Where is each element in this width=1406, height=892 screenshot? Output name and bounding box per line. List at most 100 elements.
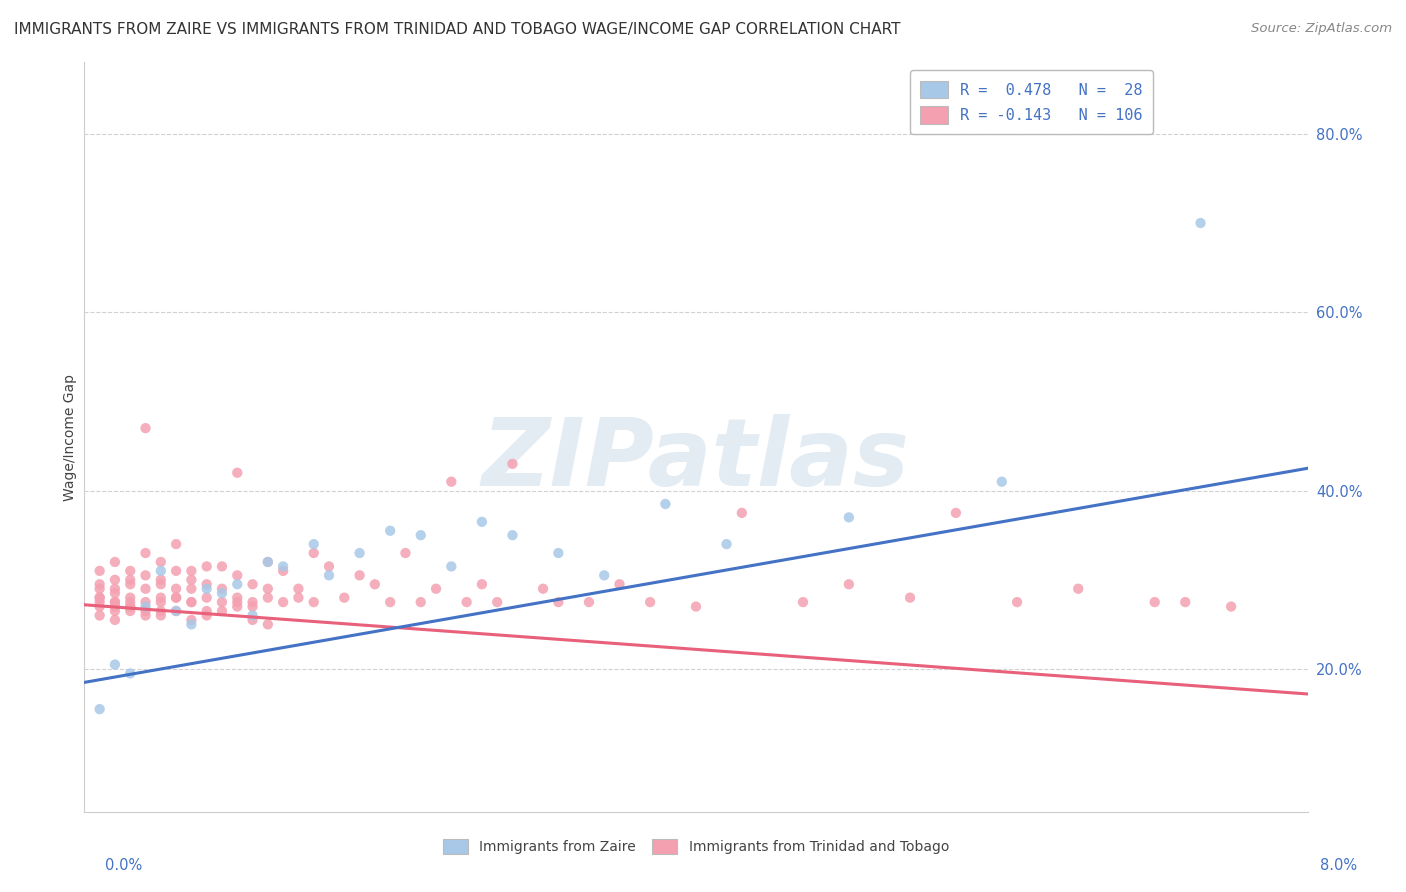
Point bbox=[380, 524, 402, 538]
Point bbox=[271, 559, 294, 574]
Point bbox=[195, 604, 218, 618]
Point bbox=[149, 577, 172, 591]
Point bbox=[1174, 595, 1197, 609]
Point bbox=[135, 568, 157, 582]
Point bbox=[89, 591, 111, 605]
Point bbox=[792, 595, 814, 609]
Point bbox=[242, 608, 264, 623]
Point bbox=[135, 599, 157, 614]
Point bbox=[180, 617, 202, 632]
Point bbox=[120, 604, 142, 618]
Point bbox=[120, 666, 142, 681]
Point bbox=[593, 568, 616, 582]
Point bbox=[226, 568, 249, 582]
Point bbox=[302, 546, 325, 560]
Point bbox=[135, 421, 157, 435]
Point bbox=[195, 608, 218, 623]
Point bbox=[149, 595, 172, 609]
Point bbox=[149, 573, 172, 587]
Point bbox=[211, 604, 233, 618]
Point bbox=[180, 595, 202, 609]
Point bbox=[1005, 595, 1028, 609]
Point bbox=[120, 591, 142, 605]
Point bbox=[165, 604, 187, 618]
Point bbox=[302, 537, 325, 551]
Point bbox=[257, 555, 280, 569]
Point bbox=[502, 457, 524, 471]
Point bbox=[226, 599, 249, 614]
Point bbox=[149, 604, 172, 618]
Point bbox=[165, 537, 187, 551]
Point bbox=[257, 617, 280, 632]
Point bbox=[716, 537, 738, 551]
Text: Source: ZipAtlas.com: Source: ZipAtlas.com bbox=[1251, 22, 1392, 36]
Point bbox=[104, 586, 127, 600]
Point bbox=[898, 591, 921, 605]
Point bbox=[945, 506, 967, 520]
Point bbox=[89, 582, 111, 596]
Point bbox=[502, 528, 524, 542]
Point bbox=[104, 555, 127, 569]
Point bbox=[638, 595, 661, 609]
Point bbox=[257, 582, 280, 596]
Point bbox=[195, 577, 218, 591]
Point bbox=[409, 528, 432, 542]
Point bbox=[89, 608, 111, 623]
Point bbox=[135, 604, 157, 618]
Point bbox=[1189, 216, 1212, 230]
Point bbox=[838, 577, 860, 591]
Point bbox=[1067, 582, 1090, 596]
Point bbox=[165, 591, 187, 605]
Point bbox=[195, 559, 218, 574]
Point bbox=[302, 595, 325, 609]
Point bbox=[257, 555, 280, 569]
Point bbox=[165, 591, 187, 605]
Point bbox=[104, 657, 127, 672]
Point bbox=[685, 599, 707, 614]
Point bbox=[609, 577, 631, 591]
Point bbox=[578, 595, 600, 609]
Point bbox=[149, 555, 172, 569]
Point bbox=[180, 582, 202, 596]
Point bbox=[104, 582, 127, 596]
Point bbox=[104, 595, 127, 609]
Point bbox=[271, 595, 294, 609]
Point bbox=[180, 573, 202, 587]
Point bbox=[333, 591, 356, 605]
Point bbox=[165, 604, 187, 618]
Point bbox=[440, 475, 463, 489]
Point bbox=[547, 595, 569, 609]
Point bbox=[104, 595, 127, 609]
Point bbox=[318, 559, 340, 574]
Point bbox=[180, 595, 202, 609]
Point bbox=[456, 595, 478, 609]
Point bbox=[287, 582, 309, 596]
Point bbox=[242, 595, 264, 609]
Point bbox=[165, 564, 187, 578]
Point bbox=[104, 604, 127, 618]
Point bbox=[271, 564, 294, 578]
Point bbox=[380, 595, 402, 609]
Point bbox=[409, 595, 432, 609]
Point bbox=[211, 582, 233, 596]
Point bbox=[149, 591, 172, 605]
Point bbox=[991, 475, 1014, 489]
Y-axis label: Wage/Income Gap: Wage/Income Gap bbox=[63, 374, 77, 500]
Point bbox=[547, 546, 569, 560]
Point bbox=[120, 599, 142, 614]
Point bbox=[120, 577, 142, 591]
Point bbox=[120, 564, 142, 578]
Point bbox=[226, 577, 249, 591]
Point bbox=[531, 582, 554, 596]
Text: 0.0%: 0.0% bbox=[105, 858, 142, 872]
Point bbox=[242, 577, 264, 591]
Point bbox=[226, 595, 249, 609]
Point bbox=[195, 582, 218, 596]
Point bbox=[226, 591, 249, 605]
Point bbox=[226, 466, 249, 480]
Point bbox=[89, 599, 111, 614]
Point bbox=[211, 586, 233, 600]
Point bbox=[89, 702, 111, 716]
Point bbox=[731, 506, 754, 520]
Point bbox=[135, 582, 157, 596]
